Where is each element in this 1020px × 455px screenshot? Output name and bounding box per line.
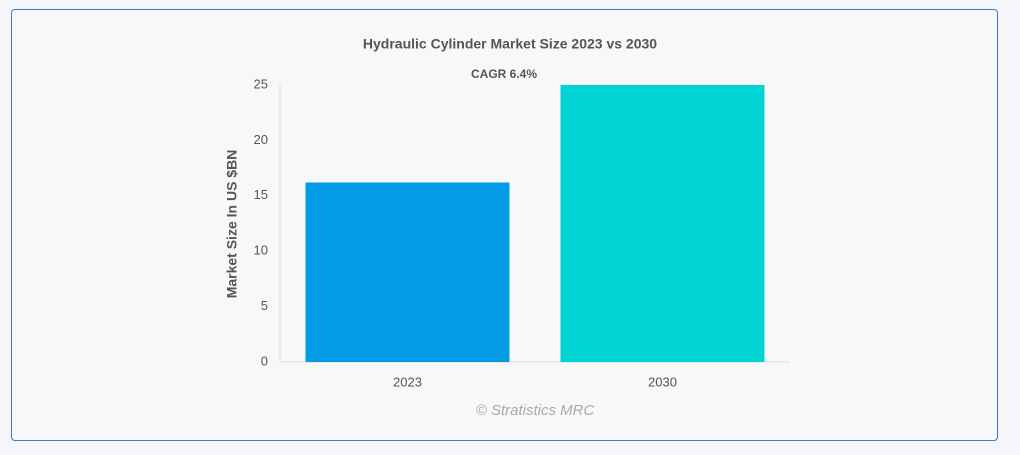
- watermark: © Stratistics MRC: [476, 402, 595, 419]
- annotation: CAGR 6.4%: [471, 67, 537, 81]
- chart-title: Hydraulic Cylinder Market Size 2023 vs 2…: [363, 36, 657, 52]
- x-tick-label: 2023: [393, 374, 422, 389]
- y-tick-label: 0: [261, 353, 268, 368]
- x-tick-label: 2030: [648, 374, 677, 389]
- y-tick-label: 25: [254, 76, 268, 91]
- y-tick-label: 20: [254, 132, 268, 147]
- bar: [560, 85, 765, 362]
- y-tick-label: 10: [254, 243, 268, 258]
- bar: [305, 182, 510, 362]
- y-tick-label: 5: [261, 298, 268, 313]
- y-tick-label: 15: [254, 187, 268, 202]
- y-axis-title: Market Size In US $BN: [224, 150, 240, 299]
